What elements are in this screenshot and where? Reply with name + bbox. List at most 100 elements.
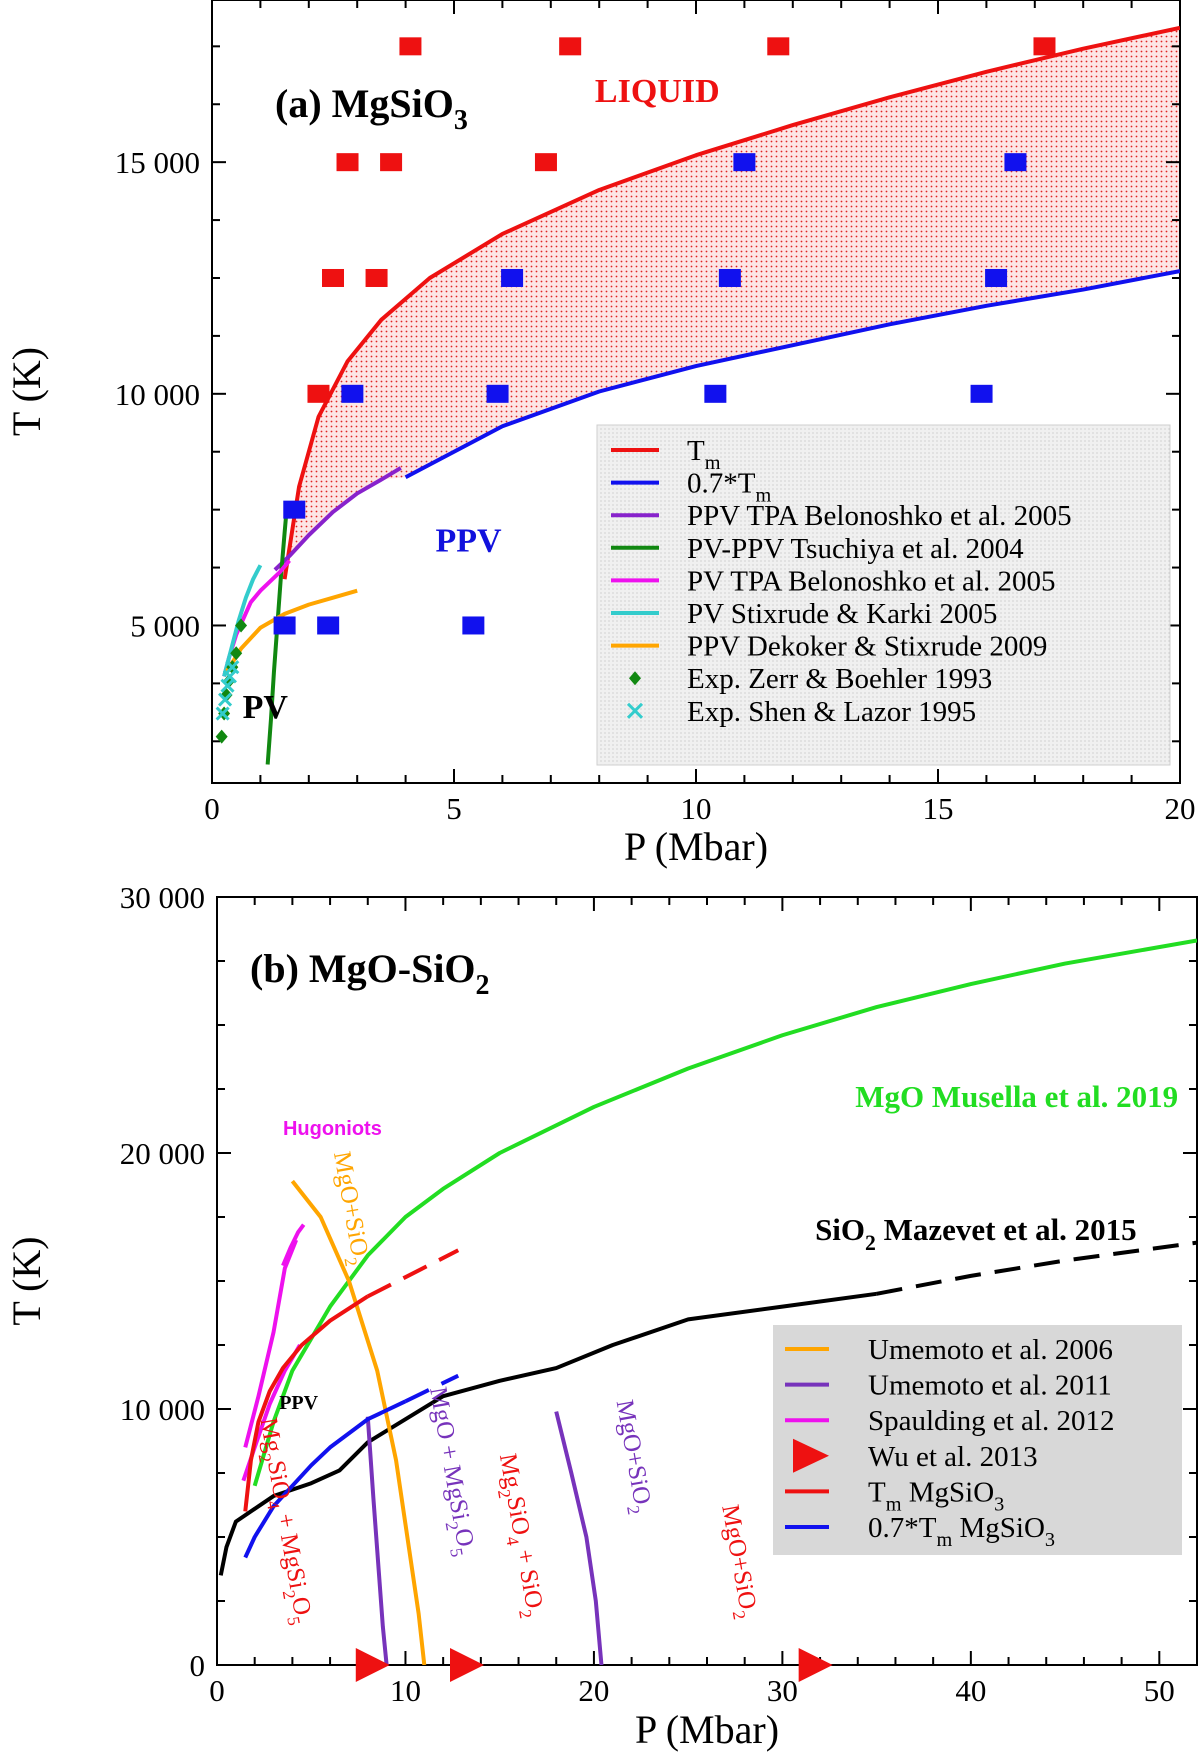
phase-text: Mg xyxy=(254,1416,287,1455)
legend-label: Exp. Shen & Lazor 1995 xyxy=(687,696,976,728)
region-label: PV xyxy=(243,689,289,726)
data-point-cross xyxy=(225,660,240,675)
legend-text: Exp. Zerr & Boehler 1993 xyxy=(687,663,992,695)
data-point-square xyxy=(462,616,485,635)
x-axis-label: P (Mbar) xyxy=(635,1707,779,1752)
annotation-text: Hugoniots xyxy=(283,1118,382,1140)
legend-text: Spaulding et al. 2012 xyxy=(868,1405,1114,1437)
x-axis-label: P (Mbar) xyxy=(624,824,768,869)
data-point-square xyxy=(767,37,790,56)
y-tick-label: 15 000 xyxy=(115,145,200,180)
legend-text: MgSiO xyxy=(952,1512,1045,1544)
series-line xyxy=(252,938,1197,1487)
legend-text: T xyxy=(687,435,705,467)
panel-a-plot: 0 5 10 15 20 5 000 10 000 15 000 P (Mbar) T (K) (a… xyxy=(4,0,1196,869)
x-tick-label: 20 xyxy=(578,1673,609,1708)
data-point-square xyxy=(704,384,727,403)
series-line xyxy=(404,269,1180,479)
legend-subscript: 3 xyxy=(994,1493,1004,1515)
legend-swatch xyxy=(629,671,641,686)
cross-stroke xyxy=(218,692,233,707)
legend-label: Tm MgSiO3 xyxy=(868,1476,1004,1515)
y-tick-label: 30 000 xyxy=(120,880,205,915)
phase-subscript: 2 xyxy=(515,1608,536,1620)
legend-text: T xyxy=(868,1476,886,1508)
y-axis-label: T (K) xyxy=(4,1236,49,1325)
phase-text: MgO+SiO xyxy=(328,1149,373,1258)
phase-label: Mg2SiO4 + MgSi2O5 xyxy=(249,1416,318,1628)
legend-text: Umemoto et al. 2011 xyxy=(868,1370,1112,1402)
data-point-square xyxy=(380,153,403,172)
phase-subscript: 2 xyxy=(623,1504,644,1516)
liquid-shaded-region xyxy=(284,27,1181,580)
annotation: MgO Musella et al. 2019 xyxy=(855,1079,1178,1114)
phase-subscript: 2 xyxy=(494,1488,515,1500)
phase-subscript: 5 xyxy=(283,1615,304,1627)
y-tick-label: 10 000 xyxy=(120,1392,205,1427)
data-point-square xyxy=(322,268,344,287)
legend-text: 0.7*T xyxy=(687,468,756,500)
legend-subscript: m xyxy=(886,1493,902,1515)
phase-label: MgO+SiO2 xyxy=(605,1398,657,1517)
legend-label: Exp. Zerr & Boehler 1993 xyxy=(687,663,992,695)
data-point-square xyxy=(336,153,359,172)
legend-subscript: 3 xyxy=(1045,1529,1055,1551)
title-subscript: 3 xyxy=(454,105,468,136)
annotation-text: SiO xyxy=(815,1212,865,1247)
x-tick-label: 20 xyxy=(1165,791,1196,826)
phase-text: Mg xyxy=(494,1451,527,1490)
panel-b-legend: Umemoto et al. 2006 Umemoto et al. 2011Sp… xyxy=(773,1325,1182,1555)
data-point-square xyxy=(486,384,509,403)
data-point-triangle xyxy=(798,1648,833,1682)
y-tick-label: 20 000 xyxy=(120,1136,205,1171)
legend-text: Umemoto et al. 2006 xyxy=(868,1334,1113,1366)
legend-label: 0.7*Tm MgSiO3 xyxy=(868,1512,1055,1551)
series-line xyxy=(224,588,358,673)
cross-stroke xyxy=(225,660,240,675)
legend-subscript: m xyxy=(705,452,721,474)
phase-subscript: 2 xyxy=(279,1589,300,1601)
phase-subscript: 2 xyxy=(729,1609,750,1621)
phase-text: MgO+SiO xyxy=(716,1503,761,1612)
annotation: Hugoniots xyxy=(283,1118,382,1140)
legend-box xyxy=(773,1325,1182,1555)
legend-subscript: m xyxy=(755,485,771,507)
data-point-diamond xyxy=(215,729,228,744)
legend-label: Spaulding et al. 2012 xyxy=(868,1405,1114,1437)
phase-label: MgO+SiO2 xyxy=(710,1503,762,1622)
series-line xyxy=(281,1223,306,1267)
series-line xyxy=(243,1239,299,1448)
data-point-square xyxy=(1033,37,1056,56)
data-point-diamond xyxy=(230,646,243,661)
legend-label: 0.7*Tm xyxy=(687,468,771,507)
cross-stroke xyxy=(220,678,235,693)
data-point-triangle xyxy=(355,1648,390,1682)
data-point-square xyxy=(365,268,388,287)
legend-text: MgSiO xyxy=(902,1476,995,1508)
legend-swatch xyxy=(793,1438,829,1473)
data-point-triangle xyxy=(450,1648,484,1682)
data-point-square xyxy=(307,384,330,403)
phase-subscript: 2 xyxy=(340,1256,361,1268)
series-line xyxy=(290,1179,427,1665)
panel-b-plot: 0 10 20 30 40 50 0 10 000 20 000 30 000 P (Mbar) T … xyxy=(4,880,1198,1752)
data-point-square xyxy=(501,268,524,287)
phase-label: MgO+SiO2 xyxy=(322,1149,374,1268)
title-subscript: 2 xyxy=(476,970,490,1001)
phase-text: SiO xyxy=(262,1458,295,1501)
data-point-square xyxy=(341,384,364,403)
legend-text: PPV TPA Belonoshko et al. 2005 xyxy=(687,500,1072,532)
legend-label: Tm xyxy=(687,435,721,474)
phase-subscript: 4 xyxy=(263,1499,284,1511)
x-tick-label: 5 xyxy=(446,791,462,826)
x-tick-label: 10 xyxy=(390,1673,421,1708)
phase-subscript: 2 xyxy=(255,1452,276,1464)
phase-text: + SiO xyxy=(510,1541,548,1610)
annotation: SiO2 Mazevet et al. 2015 xyxy=(815,1212,1137,1255)
phase-text: MgO+SiO xyxy=(611,1398,656,1507)
title-text: (b) MgO-SiO xyxy=(250,946,476,991)
cross-stroke xyxy=(215,706,230,721)
panel-a-marks xyxy=(215,25,1180,765)
annotation-text: PPV xyxy=(279,1392,318,1414)
